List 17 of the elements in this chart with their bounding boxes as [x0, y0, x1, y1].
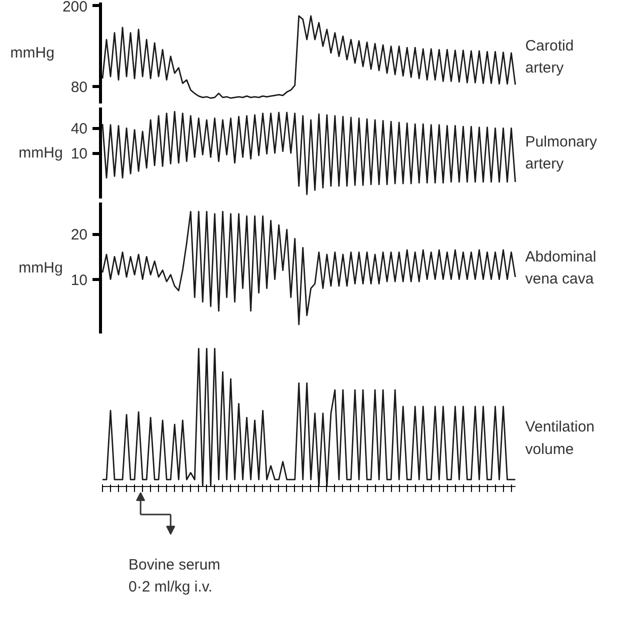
line-series [102, 210, 516, 326]
text: Bovine serum 0·2 ml/kg i.v. [128, 556, 220, 596]
series-label: Pulmonary artery [525, 133, 598, 173]
series-label: Ventilation volume [525, 418, 595, 458]
y-axis-title: mmHg [10, 44, 54, 62]
y-tick-label: 10 [70, 146, 88, 162]
y-tick-label: 40 [70, 120, 88, 138]
line-series [102, 110, 516, 196]
y-tick-label: 200 [62, 0, 88, 16]
series-label: Abdominal vena cava [525, 248, 596, 288]
y-tick-label: 10 [70, 272, 88, 289]
series-label: Carotid artery [525, 37, 574, 77]
y-axis-title: mmHg [18, 260, 63, 276]
y-tick-label: 80 [70, 79, 88, 96]
y-tick-label: 20 [70, 226, 88, 244]
y-axis-title: mmHg [18, 144, 63, 162]
line-series [102, 15, 516, 99]
